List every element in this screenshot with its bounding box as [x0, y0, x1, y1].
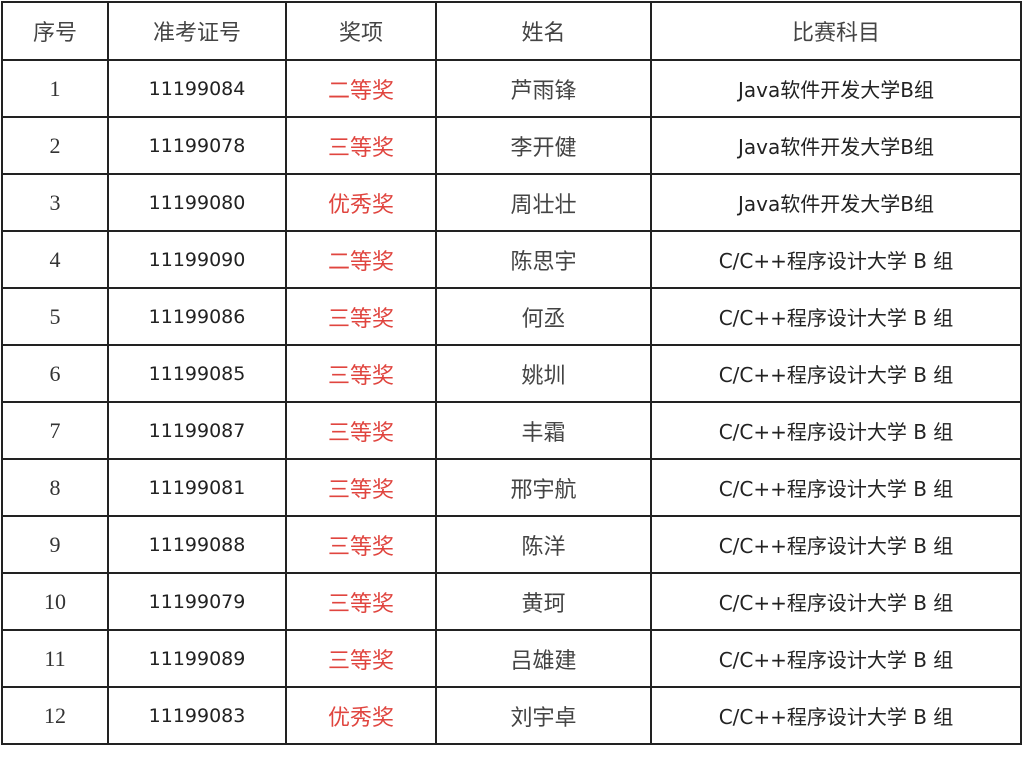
cell-exam-id: 11199085 — [107, 344, 287, 403]
cell-name: 黄珂 — [435, 572, 652, 631]
cell-award: 三等奖 — [285, 515, 437, 574]
table-row: 10 11199079 三等奖 黄珂 C/C++程序设计大学 B 组 — [1, 572, 1022, 631]
table-row: 8 11199081 三等奖 邢宇航 C/C++程序设计大学 B 组 — [1, 458, 1022, 517]
cell-seq: 4 — [1, 230, 109, 289]
header-seq: 序号 — [1, 1, 109, 61]
cell-name: 姚圳 — [435, 344, 652, 403]
cell-award: 二等奖 — [285, 59, 437, 118]
cell-award: 二等奖 — [285, 230, 437, 289]
cell-exam-id: 11199078 — [107, 116, 287, 175]
cell-name: 何丞 — [435, 287, 652, 346]
cell-seq: 7 — [1, 401, 109, 460]
header-subject: 比赛科目 — [650, 1, 1022, 61]
cell-seq: 11 — [1, 629, 109, 688]
cell-award: 三等奖 — [285, 344, 437, 403]
cell-award: 三等奖 — [285, 572, 437, 631]
cell-award: 三等奖 — [285, 629, 437, 688]
awards-table: 序号 准考证号 奖项 姓名 比赛科目 1 11199084 二等奖 芦雨锋 Java软件… — [1, 1, 1022, 745]
cell-award: 优秀奖 — [285, 686, 437, 745]
table-row: 5 11199086 三等奖 何丞 C/C++程序设计大学 B 组 — [1, 287, 1022, 346]
cell-name: 李开健 — [435, 116, 652, 175]
cell-subject: C/C++程序设计大学 B 组 — [650, 572, 1022, 631]
cell-name: 吕雄建 — [435, 629, 652, 688]
cell-subject: Java软件开发大学B组 — [650, 59, 1022, 118]
table-row: 6 11199085 三等奖 姚圳 C/C++程序设计大学 B 组 — [1, 344, 1022, 403]
cell-name: 刘宇卓 — [435, 686, 652, 745]
cell-subject: C/C++程序设计大学 B 组 — [650, 515, 1022, 574]
cell-subject: Java软件开发大学B组 — [650, 173, 1022, 232]
cell-award: 三等奖 — [285, 401, 437, 460]
cell-subject: C/C++程序设计大学 B 组 — [650, 344, 1022, 403]
cell-exam-id: 11199088 — [107, 515, 287, 574]
header-row: 序号 准考证号 奖项 姓名 比赛科目 — [1, 1, 1022, 61]
cell-name: 邢宇航 — [435, 458, 652, 517]
cell-award: 三等奖 — [285, 116, 437, 175]
table-row: 11 11199089 三等奖 吕雄建 C/C++程序设计大学 B 组 — [1, 629, 1022, 688]
table-row: 3 11199080 优秀奖 周壮壮 Java软件开发大学B组 — [1, 173, 1022, 232]
cell-exam-id: 11199087 — [107, 401, 287, 460]
cell-exam-id: 11199081 — [107, 458, 287, 517]
cell-exam-id: 11199083 — [107, 686, 287, 745]
table-row: 9 11199088 三等奖 陈洋 C/C++程序设计大学 B 组 — [1, 515, 1022, 574]
header-award: 奖项 — [285, 1, 437, 61]
cell-exam-id: 11199086 — [107, 287, 287, 346]
cell-name: 丰霜 — [435, 401, 652, 460]
header-exam-id: 准考证号 — [107, 1, 287, 61]
cell-subject: C/C++程序设计大学 B 组 — [650, 287, 1022, 346]
cell-subject: Java软件开发大学B组 — [650, 116, 1022, 175]
cell-subject: C/C++程序设计大学 B 组 — [650, 458, 1022, 517]
cell-name: 周壮壮 — [435, 173, 652, 232]
cell-award: 优秀奖 — [285, 173, 437, 232]
cell-name: 芦雨锋 — [435, 59, 652, 118]
cell-seq: 9 — [1, 515, 109, 574]
cell-subject: C/C++程序设计大学 B 组 — [650, 686, 1022, 745]
cell-seq: 2 — [1, 116, 109, 175]
cell-seq: 10 — [1, 572, 109, 631]
table-row: 7 11199087 三等奖 丰霜 C/C++程序设计大学 B 组 — [1, 401, 1022, 460]
cell-award: 三等奖 — [285, 458, 437, 517]
cell-subject: C/C++程序设计大学 B 组 — [650, 629, 1022, 688]
cell-seq: 3 — [1, 173, 109, 232]
cell-exam-id: 11199079 — [107, 572, 287, 631]
cell-exam-id: 11199080 — [107, 173, 287, 232]
cell-subject: C/C++程序设计大学 B 组 — [650, 230, 1022, 289]
cell-exam-id: 11199089 — [107, 629, 287, 688]
cell-seq: 5 — [1, 287, 109, 346]
cell-seq: 6 — [1, 344, 109, 403]
cell-subject: C/C++程序设计大学 B 组 — [650, 401, 1022, 460]
cell-name: 陈思宇 — [435, 230, 652, 289]
header-name: 姓名 — [435, 1, 652, 61]
table-row: 1 11199084 二等奖 芦雨锋 Java软件开发大学B组 — [1, 59, 1022, 118]
cell-award: 三等奖 — [285, 287, 437, 346]
table-row: 12 11199083 优秀奖 刘宇卓 C/C++程序设计大学 B 组 — [1, 686, 1022, 745]
cell-exam-id: 11199090 — [107, 230, 287, 289]
table-row: 2 11199078 三等奖 李开健 Java软件开发大学B组 — [1, 116, 1022, 175]
cell-seq: 12 — [1, 686, 109, 745]
cell-seq: 8 — [1, 458, 109, 517]
cell-exam-id: 11199084 — [107, 59, 287, 118]
table-row: 4 11199090 二等奖 陈思宇 C/C++程序设计大学 B 组 — [1, 230, 1022, 289]
cell-name: 陈洋 — [435, 515, 652, 574]
cell-seq: 1 — [1, 59, 109, 118]
